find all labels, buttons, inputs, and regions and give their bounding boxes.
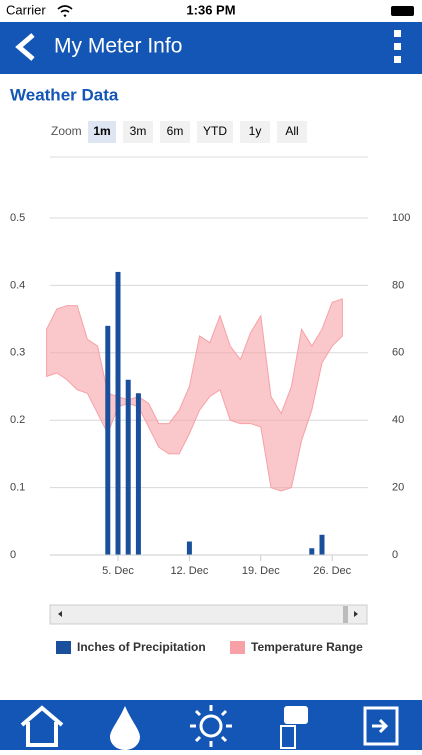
- y2-tick-label: 80: [392, 279, 404, 291]
- x-tick-label: 12. Dec: [170, 565, 208, 577]
- legend-label: Inches of Precipitation: [77, 640, 206, 654]
- zoom-label: Zoom: [51, 124, 82, 138]
- status-bar: [0, 0, 422, 22]
- scrollbar[interactable]: [49, 604, 368, 625]
- legend-label: Temperature Range: [251, 640, 363, 654]
- zoom-button-label: 3m: [130, 124, 147, 138]
- y-tick-label: 0.3: [10, 347, 25, 359]
- y2-tick-label: 0: [392, 549, 398, 561]
- back-button[interactable]: [15, 33, 35, 61]
- zoom-button-label: All: [285, 124, 298, 138]
- zoom-button-label: 6m: [167, 124, 184, 138]
- bar: [105, 325, 111, 555]
- battery: [391, 6, 414, 16]
- zoom-button-label: 1m: [93, 124, 110, 138]
- bar: [115, 271, 121, 555]
- contact-tab[interactable]: [280, 706, 308, 749]
- zoom-button[interactable]: [197, 121, 233, 143]
- y-tick-label: 0.2: [10, 414, 25, 426]
- zoom-button[interactable]: [160, 121, 190, 143]
- bar: [125, 379, 131, 555]
- y-tick-label: 0.4: [10, 279, 25, 291]
- y-tick-label: 0.1: [10, 482, 25, 494]
- outage-tab[interactable]: [363, 706, 399, 746]
- zoom-button-label: YTD: [203, 124, 227, 138]
- water-tab[interactable]: [110, 706, 140, 750]
- legend-swatch: [56, 641, 71, 654]
- bar: [135, 393, 141, 555]
- y-tick-label: 0.5: [10, 212, 25, 224]
- zoom-button-label: 1y: [249, 124, 262, 138]
- zoom-button[interactable]: [240, 121, 270, 143]
- header: [0, 22, 422, 74]
- bar: [186, 541, 192, 555]
- time: 1:36 PM: [186, 2, 235, 17]
- wifi-icon: [57, 5, 73, 18]
- menu-button[interactable]: [394, 30, 401, 63]
- bar: [319, 534, 325, 555]
- zoom-button[interactable]: [277, 121, 307, 143]
- header-title: My Meter Info: [54, 35, 182, 58]
- zoom-button[interactable]: [123, 121, 153, 143]
- y-tick-label: 0: [10, 549, 16, 561]
- y2-tick-label: 20: [392, 482, 404, 494]
- zoom-button[interactable]: [88, 121, 116, 143]
- bar: [309, 548, 315, 555]
- home-tab[interactable]: [20, 705, 64, 747]
- y2-tick-label: 40: [392, 414, 404, 426]
- scroll-thumb[interactable]: [343, 606, 348, 623]
- legend-swatch: [230, 641, 245, 654]
- weather-tab[interactable]: [190, 705, 232, 747]
- x-tick-label: 5. Dec: [102, 565, 134, 577]
- y2-tick-label: 60: [392, 347, 404, 359]
- x-tick-label: 26. Dec: [313, 565, 351, 577]
- y2-tick-label: 100: [392, 212, 410, 224]
- carrier: Carrier: [6, 2, 46, 17]
- x-tick-label: 19. Dec: [242, 565, 280, 577]
- section-title: Weather Data: [10, 85, 119, 104]
- temperature-range: [46, 298, 343, 492]
